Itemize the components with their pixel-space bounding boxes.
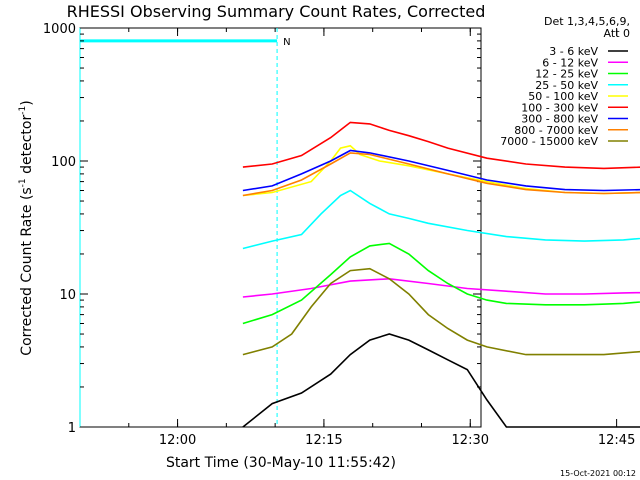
series-line-2 [242, 242, 640, 325]
series-line-6 [242, 149, 640, 192]
x-tick-label: 12:45 [598, 433, 635, 448]
legend-entry-label: 800 - 7000 keV [514, 124, 598, 137]
x-tick-label: 12:30 [452, 433, 489, 448]
series-line-0 [242, 333, 640, 428]
observing-intervals [79, 28, 278, 427]
y-tick-label: 100 [51, 155, 76, 170]
y-axis-label-main: Corrected Count Rate (s [19, 187, 35, 355]
legend-entry-label: 50 - 100 keV [528, 90, 598, 103]
y-axis-label-exp2: -1 [18, 106, 28, 115]
series-line-5 [242, 121, 640, 170]
x-tick-label: 12:00 [159, 433, 196, 448]
y-axis-label-end: ) [19, 100, 35, 105]
attenuator-state-label: N [283, 37, 290, 48]
legend-entry-label: 3 - 6 keV [549, 45, 598, 58]
y-tick-label: 1000 [43, 22, 76, 37]
legend-header-line: Det 1,3,4,5,6,9, [544, 15, 630, 28]
legend-entry-label: 100 - 300 keV [521, 101, 598, 114]
y-axis: 1 10 100 1000 [43, 22, 481, 436]
legend-entry-label: 6 - 12 keV [542, 56, 598, 69]
legend-header: Det 1,3,4,5,6,9,Att 0 [544, 15, 630, 40]
series-line-7 [242, 152, 640, 197]
y-tick-label: 10 [59, 288, 76, 303]
y-axis-label: Corrected Count Rate (s-1 detector-1) [18, 100, 35, 355]
series-line-8 [242, 267, 640, 356]
timestamp: 15-Oct-2021 00:12 [560, 469, 636, 478]
x-tick-label: 12:15 [305, 433, 342, 448]
y-axis-label-exp1: -1 [18, 178, 28, 187]
legend-entry-label: 12 - 25 keV [535, 68, 598, 81]
legend-entry-label: 25 - 50 keV [535, 79, 598, 92]
series-line-1 [242, 277, 640, 298]
legend-entry-label: 7000 - 15000 keV [500, 135, 598, 148]
chart-title: RHESSI Observing Summary Count Rates, Co… [67, 2, 486, 21]
legend-entry-label: 300 - 800 keV [521, 113, 598, 126]
y-tick-label: 1 [68, 421, 76, 436]
series-line-3 [242, 189, 640, 250]
series-line-4 [242, 144, 640, 197]
y-axis-label-mid: detector [19, 115, 35, 179]
series-group [242, 121, 640, 428]
x-axis-label: Start Time (30-May-10 11:55:42) [166, 455, 396, 471]
